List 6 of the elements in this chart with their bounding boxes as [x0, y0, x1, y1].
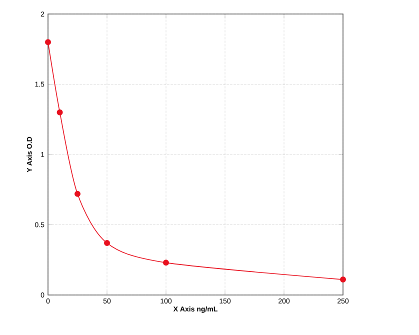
point — [74, 190, 81, 197]
point — [340, 276, 346, 283]
point — [104, 240, 110, 246]
point — [45, 39, 51, 46]
point — [163, 260, 170, 266]
point — [56, 109, 63, 116]
